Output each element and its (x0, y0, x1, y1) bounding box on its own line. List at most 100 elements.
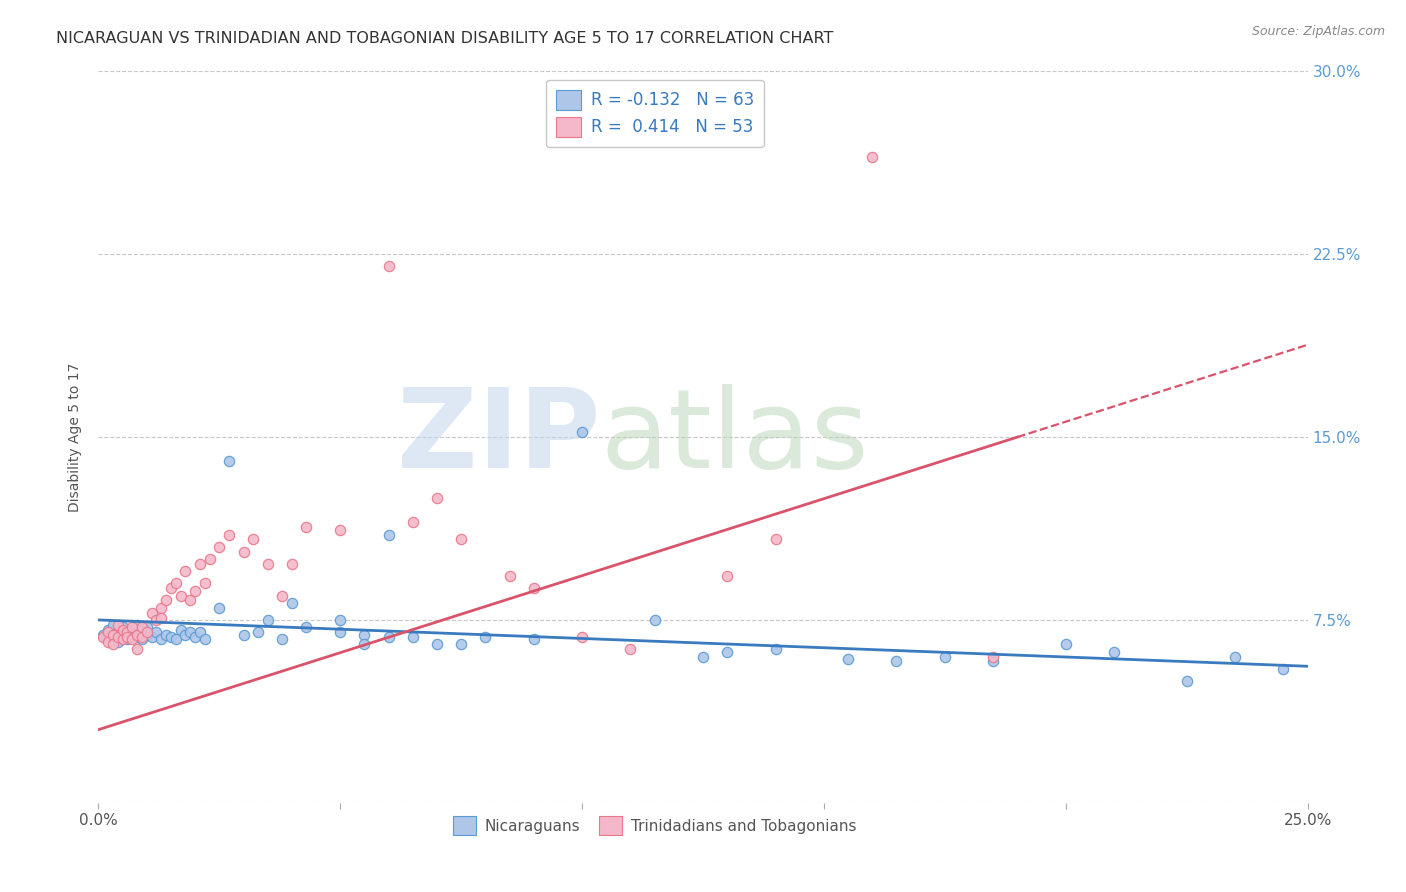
Point (208, 600, 231, 615)
Point (981, 654, 1004, 668)
Point (271, 589, 294, 603)
Point (174, 627, 197, 641)
Y-axis label: Disability Age 5 to 17: Disability Age 5 to 17 (69, 362, 83, 512)
Point (145, 613, 167, 627)
Point (474, 630, 496, 644)
Point (1272, 662, 1295, 676)
Point (402, 516, 425, 530)
Point (131, 630, 153, 644)
Point (111, 632, 134, 647)
Point (571, 425, 593, 440)
Point (256, 557, 278, 571)
Point (934, 649, 956, 664)
Point (716, 645, 738, 659)
Point (329, 523, 352, 537)
Point (498, 569, 520, 583)
Point (295, 620, 318, 634)
Point (160, 630, 183, 644)
Point (353, 637, 375, 651)
Point (97, 625, 120, 640)
Point (208, 540, 231, 554)
Point (426, 491, 449, 505)
Point (860, 150, 883, 164)
Point (329, 613, 352, 627)
Point (194, 632, 217, 647)
Point (97, 635, 120, 649)
Text: ZIP: ZIP (396, 384, 600, 491)
Point (837, 652, 859, 666)
Point (165, 632, 187, 647)
Point (160, 581, 183, 595)
Point (117, 625, 139, 640)
Point (117, 632, 139, 647)
Point (174, 564, 197, 578)
Point (218, 527, 240, 541)
Point (194, 576, 217, 591)
Point (101, 617, 124, 632)
Point (402, 630, 425, 644)
Point (101, 637, 124, 651)
Point (716, 569, 738, 583)
Point (91, 630, 114, 644)
Point (571, 630, 593, 644)
Point (107, 625, 129, 640)
Point (145, 625, 167, 640)
Point (101, 630, 124, 644)
Point (450, 533, 472, 547)
Point (155, 627, 177, 641)
Point (111, 630, 134, 644)
Text: atlas: atlas (600, 384, 869, 491)
Point (1102, 645, 1125, 659)
Point (117, 625, 139, 640)
Point (91, 627, 114, 641)
Point (886, 654, 908, 668)
Point (281, 557, 304, 571)
Point (131, 623, 153, 637)
Point (107, 635, 129, 649)
Point (141, 630, 163, 644)
Point (353, 627, 375, 641)
Point (247, 625, 270, 640)
Point (169, 589, 191, 603)
Point (117, 630, 139, 644)
Point (150, 600, 173, 615)
Point (165, 576, 187, 591)
Point (184, 630, 207, 644)
Point (131, 620, 153, 634)
Point (107, 617, 129, 632)
Point (188, 625, 211, 640)
Point (107, 630, 129, 644)
Point (184, 583, 207, 598)
Point (155, 593, 177, 607)
Point (127, 617, 149, 632)
Point (523, 632, 546, 647)
Point (295, 520, 318, 534)
Text: NICARAGUAN VS TRINIDADIAN AND TOBAGONIAN DISABILITY AGE 5 TO 17 CORRELATION CHAR: NICARAGUAN VS TRINIDADIAN AND TOBAGONIAN… (56, 31, 834, 46)
Point (121, 623, 143, 637)
Point (141, 606, 163, 620)
Point (121, 627, 143, 641)
Point (135, 625, 157, 640)
Point (179, 625, 201, 640)
Point (1175, 673, 1198, 688)
Point (523, 581, 546, 595)
Text: Source: ZipAtlas.com: Source: ZipAtlas.com (1251, 25, 1385, 38)
Point (765, 642, 787, 657)
Point (97, 623, 120, 637)
Point (256, 613, 278, 627)
Point (377, 260, 399, 274)
Point (450, 637, 472, 651)
Point (198, 552, 221, 566)
Point (692, 649, 714, 664)
Point (1223, 649, 1246, 664)
Point (188, 557, 211, 571)
Point (377, 527, 399, 541)
Point (150, 610, 173, 624)
Point (242, 533, 264, 547)
Point (127, 630, 149, 644)
Point (271, 632, 294, 647)
Point (127, 642, 149, 657)
Point (179, 593, 201, 607)
Point (981, 649, 1004, 664)
Point (232, 544, 254, 558)
